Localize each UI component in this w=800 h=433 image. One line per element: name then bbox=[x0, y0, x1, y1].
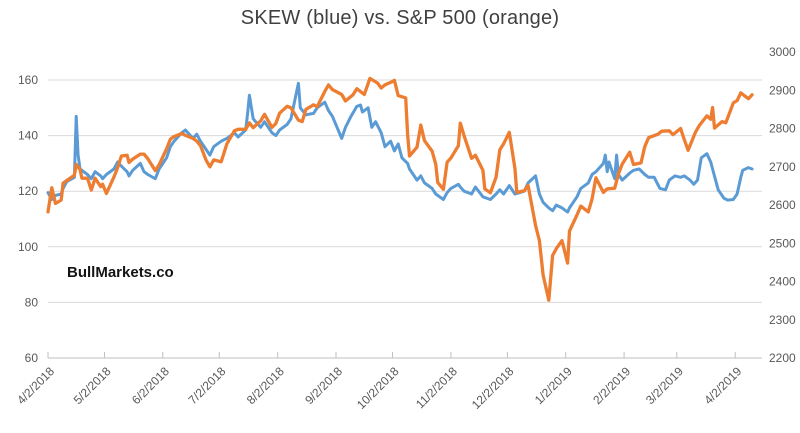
right-axis-label: 2500 bbox=[769, 236, 796, 250]
right-axis-label: 2900 bbox=[769, 83, 796, 97]
x-tick-label: 4/2/2018 bbox=[14, 364, 57, 407]
left-axis-label: 140 bbox=[18, 129, 38, 143]
right-axis-label: 2800 bbox=[769, 122, 796, 136]
x-tick-label: 12/2/2018 bbox=[469, 364, 517, 412]
x-tick-label: 2/2/2019 bbox=[590, 364, 633, 407]
skew-line bbox=[46, 81, 754, 214]
x-tick-label: 3/2/2019 bbox=[643, 364, 686, 407]
right-axis-label: 2200 bbox=[769, 351, 796, 365]
x-tick-label: 8/2/2018 bbox=[244, 364, 287, 407]
x-tick-label: 6/2/2018 bbox=[129, 364, 172, 407]
x-tick-label: 4/2/2019 bbox=[701, 364, 744, 407]
left-axis-label: 160 bbox=[18, 73, 38, 87]
x-tick-label: 10/2/2018 bbox=[354, 364, 402, 412]
left-axis-label: 60 bbox=[25, 351, 39, 365]
right-axis-label: 2700 bbox=[769, 160, 796, 174]
left-axis-label: 100 bbox=[18, 240, 38, 254]
x-tick-label: 9/2/2018 bbox=[302, 364, 345, 407]
right-axis-label: 2300 bbox=[769, 313, 796, 327]
x-tick-label: 1/2/2019 bbox=[532, 364, 575, 407]
sp500-line bbox=[46, 76, 754, 302]
x-tick-label: 11/2/2018 bbox=[413, 364, 460, 411]
right-axis-label: 3000 bbox=[769, 45, 796, 59]
watermark: BullMarkets.co bbox=[67, 264, 174, 281]
right-axis-label: 2600 bbox=[769, 198, 796, 212]
x-tick-label: 5/2/2018 bbox=[71, 364, 114, 407]
left-axis-label: 80 bbox=[25, 295, 39, 309]
left-axis-label: 120 bbox=[18, 184, 38, 198]
chart-title: SKEW (blue) vs. S&P 500 (orange) bbox=[240, 7, 560, 29]
x-tick-label: 7/2/2018 bbox=[185, 364, 228, 407]
right-axis-label: 2400 bbox=[769, 275, 796, 289]
